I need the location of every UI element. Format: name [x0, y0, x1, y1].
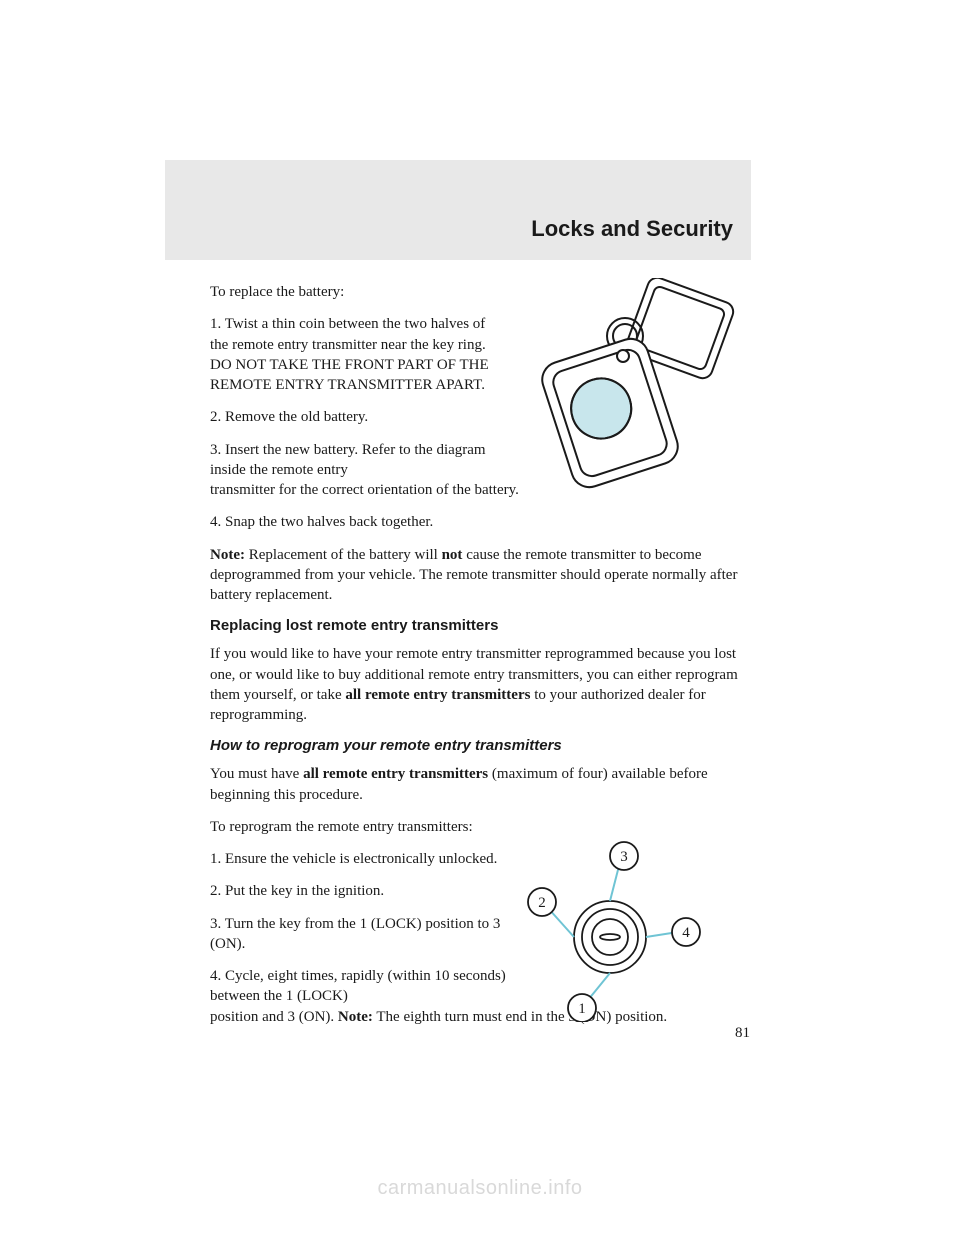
ignition-label-2: 2 [538, 895, 546, 911]
p11c: Note: [338, 1009, 373, 1025]
keyfob-figure [515, 278, 749, 508]
page: Locks and Security To replace the batter… [0, 0, 960, 1242]
p7: To reprogram the remote entry transmitte… [210, 817, 530, 837]
note-text-a: Replacement of the battery will [245, 547, 442, 563]
p6b: all remote entry transmitters [303, 766, 488, 782]
page-number: 81 [735, 1025, 750, 1042]
step-1: 1. Twist a thin coin between the two hal… [210, 314, 500, 395]
watermark: carmanualsonline.info [0, 1177, 960, 1200]
ignition-label-3: 3 [620, 849, 628, 865]
note-label: Note: [210, 547, 245, 563]
step-3-line2: transmitter for the correct orientation … [210, 482, 519, 498]
ignition-label-1: 1 [578, 1001, 586, 1017]
page-section-title: Locks and Security [531, 216, 733, 242]
header-band: Locks and Security [165, 160, 751, 260]
ignition-label-4: 4 [682, 925, 690, 941]
reprog-step-1: 1. Ensure the vehicle is electronically … [210, 849, 530, 869]
p6: You must have all remote entry transmitt… [210, 764, 750, 805]
note-bold-not: not [442, 547, 463, 563]
step-3-line1: 3. Insert the new battery. Refer to the … [210, 440, 500, 481]
p6a: You must have [210, 766, 303, 782]
ignition-figure: 3 2 4 1 [510, 822, 710, 1022]
p5b: all remote entry transmitters [345, 687, 530, 703]
step-4: 4. Snap the two halves back together. [210, 512, 750, 532]
subheading-how-to-reprogram: How to reprogram your remote entry trans… [210, 737, 750, 754]
subheading-replacing-lost: Replacing lost remote entry transmitters [210, 617, 750, 634]
intro-line: To replace the battery: [210, 282, 500, 302]
reprog-step-3: 3. Turn the key from the 1 (LOCK) positi… [210, 914, 530, 955]
para-reprogram-info: If you would like to have your remote en… [210, 644, 750, 725]
p11a: 4. Cycle, eight times, rapidly (within 1… [210, 966, 530, 1007]
reprog-step-2: 2. Put the key in the ignition. [210, 881, 530, 901]
step-2: 2. Remove the old battery. [210, 407, 500, 427]
p11b: position and 3 (ON). [210, 1009, 338, 1025]
note-1: Note: Replacement of the battery will no… [210, 545, 750, 606]
